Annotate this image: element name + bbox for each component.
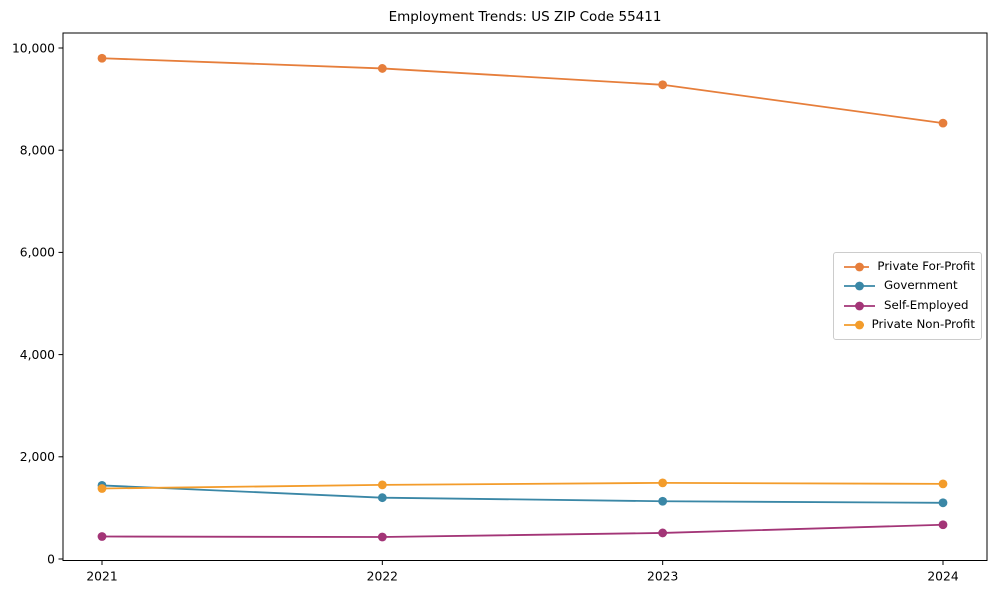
data-point-private-for-profit-2023 <box>658 80 668 90</box>
series-private-for-profit <box>97 53 948 128</box>
legend-label: Private Non-Profit <box>871 317 975 332</box>
legend-item: Private For-Profit <box>843 258 975 276</box>
series-government <box>97 481 948 508</box>
legend-label: Government <box>884 278 958 293</box>
x-tick-label: 2023 <box>647 570 678 584</box>
x-tick-label: 2022 <box>367 570 398 584</box>
x-tick-label: 2021 <box>86 570 117 584</box>
legend-item: Self-Employed <box>843 297 975 315</box>
data-point-private-for-profit-2022 <box>377 64 387 73</box>
data-point-self-employed-2021 <box>97 532 107 541</box>
series-private-non-profit <box>97 478 948 493</box>
chart-title: Employment Trends: US ZIP Code 55411 <box>388 9 662 25</box>
data-point-private-non-profit-2023 <box>658 478 668 488</box>
axes: 0 2,000 4,000 6,000 8,000 10,000 2021 2022 2023 2… <box>12 32 988 584</box>
legend-item: Government <box>843 277 975 295</box>
series-line-self-employed <box>101 523 944 538</box>
legend: Private For-Profit Government Self-Employe… <box>833 252 982 340</box>
plot-border <box>62 32 988 561</box>
y-tick-label: 10,000 <box>12 41 55 55</box>
legend-marker <box>844 320 864 330</box>
data-point-private-non-profit-2021 <box>97 484 107 493</box>
legend-item: Private Non-Profit <box>843 316 975 334</box>
series-line-government <box>101 484 944 504</box>
legend-marker <box>844 281 875 291</box>
y-tick-label: 4,000 <box>20 348 55 362</box>
data-point-government-2024 <box>938 498 948 508</box>
y-tick-label: 8,000 <box>20 144 55 158</box>
data-point-private-non-profit-2022 <box>377 480 387 490</box>
legend-label: Private For-Profit <box>877 259 975 274</box>
legend-marker <box>844 301 875 311</box>
series-line-private-for-profit <box>101 57 944 125</box>
series-self-employed <box>97 520 948 542</box>
data-point-self-employed-2022 <box>377 532 387 542</box>
data-point-government-2023 <box>658 496 668 506</box>
y-tick-label: 0 <box>47 552 55 566</box>
data-point-self-employed-2023 <box>658 528 668 538</box>
data-point-government-2022 <box>377 493 387 503</box>
data-point-private-for-profit-2024 <box>938 118 948 128</box>
data-point-self-employed-2024 <box>938 520 948 530</box>
legend-marker <box>844 262 870 272</box>
series-line-private-non-profit <box>101 481 944 490</box>
x-tick-label: 2024 <box>927 570 958 584</box>
y-tick-label: 6,000 <box>20 246 55 260</box>
data-point-private-for-profit-2021 <box>97 53 107 63</box>
legend-label: Self-Employed <box>884 297 969 312</box>
data-point-private-non-profit-2024 <box>938 479 948 489</box>
y-tick-label: 2,000 <box>20 450 55 464</box>
